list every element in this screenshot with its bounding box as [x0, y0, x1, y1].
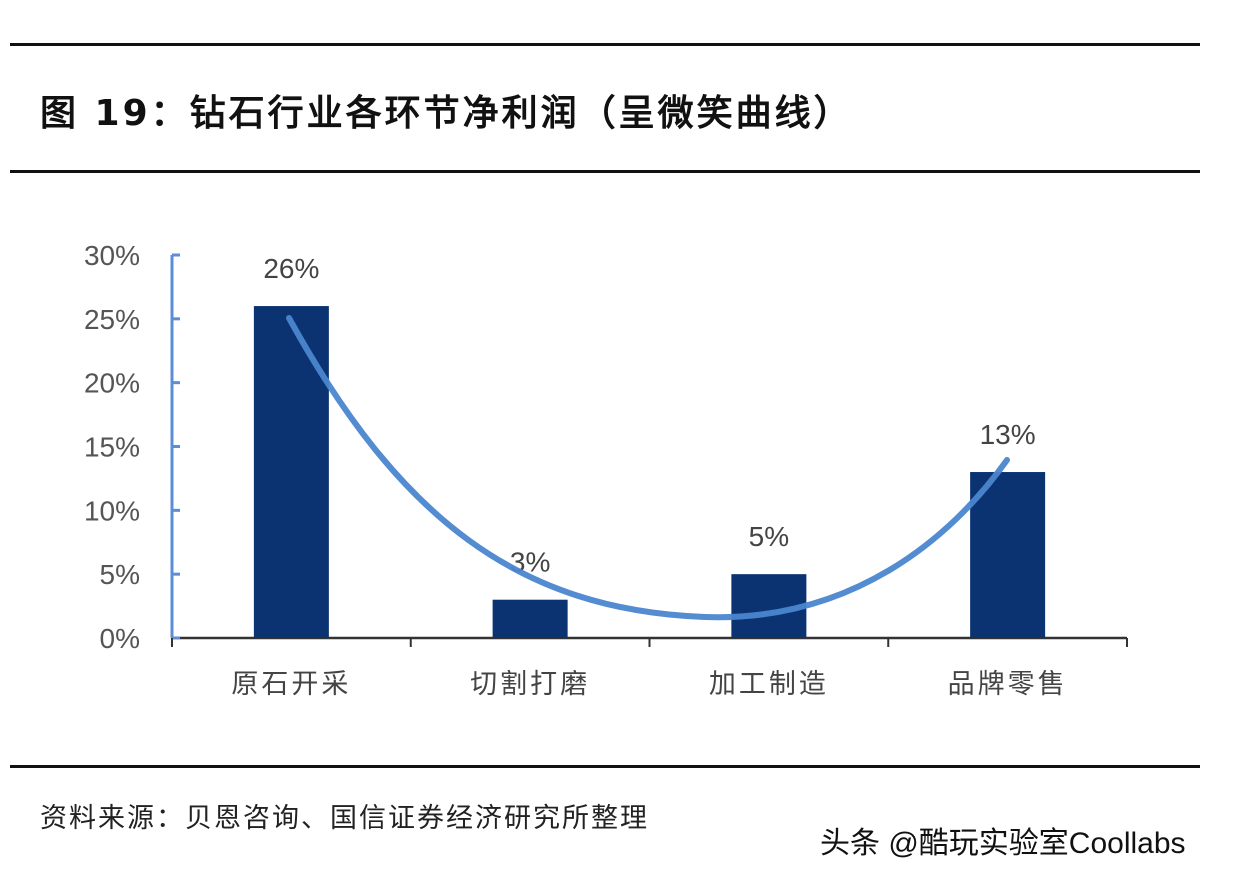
smile-trend-curve — [286, 315, 1010, 621]
data-label: 26% — [263, 253, 319, 284]
category-label: 原石开采 — [231, 669, 351, 700]
data-label: 5% — [749, 521, 789, 552]
y-tick-label: 10% — [84, 495, 140, 526]
y-tick-label: 25% — [84, 304, 140, 335]
chart-title: 图 19：钻石行业各环节净利润（呈微笑曲线） — [40, 93, 853, 134]
y-tick-label: 20% — [84, 368, 140, 399]
y-tick-label: 30% — [84, 240, 140, 271]
top-rule — [10, 43, 1200, 46]
bar — [970, 472, 1046, 638]
source-note: 资料来源：贝恩咨询、国信证券经济研究所整理 — [40, 803, 649, 834]
watermark: 头条 @酷玩实验室Coollabs — [820, 827, 1186, 860]
category-label: 品牌零售 — [948, 669, 1068, 700]
data-label: 13% — [980, 419, 1036, 450]
bar — [492, 599, 568, 638]
title-rule — [10, 170, 1200, 173]
y-tick-label: 5% — [100, 559, 140, 590]
y-tick-label: 15% — [84, 432, 140, 463]
bottom-rule — [10, 765, 1200, 768]
y-tick-label: 0% — [100, 623, 140, 654]
bar — [253, 306, 329, 638]
category-label: 加工制造 — [709, 669, 829, 700]
category-label: 切割打磨 — [470, 669, 590, 700]
